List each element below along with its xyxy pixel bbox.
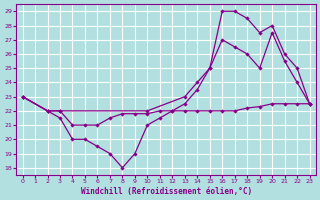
- X-axis label: Windchill (Refroidissement éolien,°C): Windchill (Refroidissement éolien,°C): [81, 187, 252, 196]
